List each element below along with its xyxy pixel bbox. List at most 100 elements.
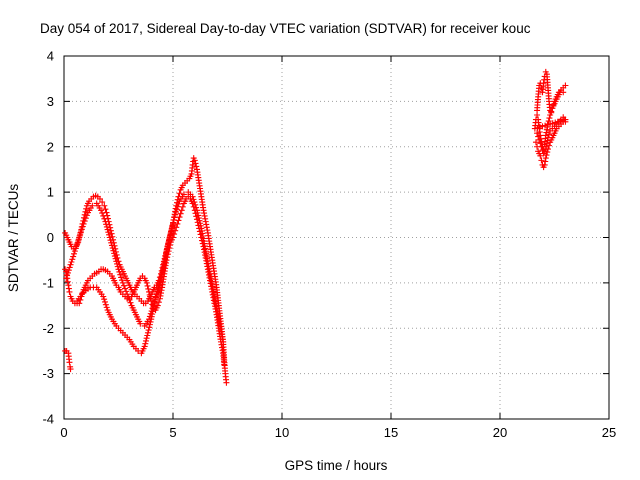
- data-point: [158, 274, 165, 281]
- data-point: [180, 191, 187, 198]
- data-point: [117, 271, 124, 278]
- data-point: [160, 266, 167, 273]
- data-point: [127, 299, 134, 306]
- chart-title: Day 054 of 2017, Sidereal Day-to-day VTE…: [40, 21, 531, 36]
- data-point: [68, 259, 75, 266]
- data-point: [89, 202, 96, 209]
- y-tick-label: 3: [47, 94, 54, 109]
- data-point: [191, 199, 198, 206]
- data-point: [122, 285, 129, 292]
- data-point: [193, 204, 200, 211]
- data-point: [116, 268, 123, 275]
- axis-ticks: [63, 55, 610, 420]
- data-point: [107, 237, 114, 244]
- data-point: [191, 157, 198, 164]
- data-point: [102, 206, 109, 213]
- data-point: [155, 299, 162, 306]
- data-point: [82, 215, 89, 222]
- data-point: [81, 218, 88, 225]
- data-point: [534, 111, 541, 118]
- data-point: [535, 133, 542, 140]
- data-point: [101, 202, 108, 209]
- data-point: [114, 260, 121, 267]
- data-point: [142, 340, 149, 347]
- data-point: [126, 296, 133, 303]
- data-point: [178, 207, 185, 214]
- data-point: [165, 239, 172, 246]
- data-point: [192, 201, 199, 208]
- data-point: [195, 212, 202, 219]
- data-point: [120, 282, 127, 289]
- data-point: [65, 267, 72, 274]
- x-axis-label: GPS time / hours: [285, 458, 388, 473]
- data-point: [538, 157, 545, 164]
- data-point: [546, 115, 553, 122]
- y-tick-label: 0: [47, 230, 54, 245]
- data-point: [111, 253, 118, 260]
- data-point: [103, 209, 110, 216]
- data-point: [534, 130, 541, 137]
- data-series: [62, 68, 569, 386]
- data-point: [193, 163, 200, 170]
- data-point: [189, 193, 196, 200]
- data-point: [550, 101, 557, 108]
- data-point: [103, 304, 110, 311]
- data-point: [156, 279, 163, 286]
- data-point: [156, 282, 163, 289]
- data-point: [195, 215, 202, 222]
- data-point: [110, 247, 117, 254]
- y-tick-label: -4: [42, 412, 54, 427]
- data-point: [101, 298, 108, 305]
- y-tick-label: -3: [42, 366, 54, 381]
- data-point: [168, 226, 175, 233]
- data-point: [547, 111, 554, 118]
- data-point: [549, 105, 556, 112]
- data-point: [177, 210, 184, 217]
- data-point: [99, 199, 106, 206]
- data-point: [146, 324, 153, 331]
- data-point: [137, 320, 144, 327]
- data-point: [152, 293, 159, 300]
- data-point: [106, 231, 113, 238]
- data-point: [74, 239, 81, 246]
- data-point: [146, 321, 153, 328]
- data-point: [173, 209, 180, 216]
- data-point: [143, 335, 150, 342]
- data-point: [542, 155, 549, 162]
- x-tick-label: 10: [275, 425, 289, 440]
- data-point: [63, 275, 70, 282]
- data-point: [66, 359, 73, 366]
- data-point: [67, 261, 74, 268]
- data-point: [70, 253, 77, 260]
- data-point: [192, 160, 199, 167]
- data-point: [142, 337, 149, 344]
- data-point: [172, 211, 179, 218]
- data-point: [141, 343, 148, 350]
- y-axis-label: SDTVAR / TECUs: [6, 184, 21, 293]
- data-point: [544, 121, 551, 128]
- data-point: [118, 277, 125, 284]
- data-point: [170, 220, 176, 227]
- data-point: [102, 218, 109, 225]
- data-point: [160, 264, 167, 271]
- data-point: [168, 228, 175, 235]
- data-point: [66, 264, 73, 271]
- data-point: [157, 277, 164, 284]
- data-point: [64, 269, 71, 276]
- data-point: [158, 272, 165, 279]
- x-tick-label: 5: [169, 425, 176, 440]
- y-tick-label: 2: [47, 139, 54, 154]
- data-point: [166, 233, 173, 240]
- data-point: [104, 226, 111, 233]
- data-point: [562, 118, 569, 125]
- data-point: [532, 139, 539, 146]
- data-point: [108, 239, 115, 246]
- data-point: [112, 255, 119, 262]
- data-point: [145, 327, 152, 334]
- data-point: [159, 269, 166, 276]
- data-point: [79, 223, 86, 230]
- data-point: [83, 212, 90, 219]
- data-point: [166, 236, 173, 243]
- data-point: [111, 250, 118, 257]
